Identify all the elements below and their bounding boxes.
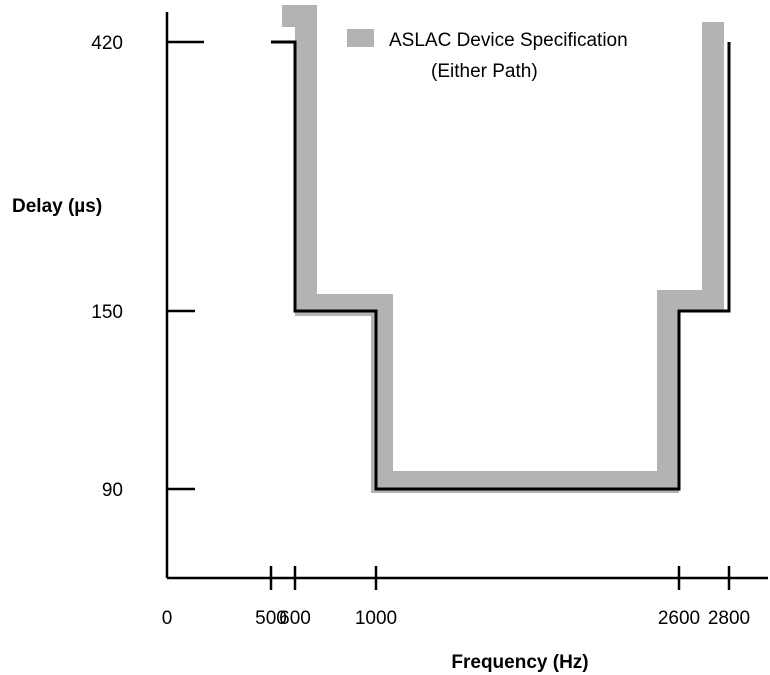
x-tick-label: 1000 <box>355 608 397 629</box>
x-axis-title: Frequency (Hz) <box>451 652 588 673</box>
y-tick-label: 150 <box>91 302 123 323</box>
legend-label-line2: (Either Path) <box>431 61 538 82</box>
y-axis-title: Delay (µs) <box>12 196 102 217</box>
x-tick-label: 2600 <box>658 608 700 629</box>
x-tick-label: 0 <box>162 608 173 629</box>
y-tick-label: 90 <box>102 480 123 501</box>
limit-line-group <box>271 40 731 491</box>
x-tick-label: 500 <box>255 608 287 629</box>
y-tick-label: 420 <box>91 33 123 54</box>
y-ticks-group: 90 150 420 <box>91 33 204 501</box>
x-tick-label: 2800 <box>708 608 750 629</box>
spec-band-path <box>282 5 724 493</box>
spec-band-group <box>282 5 724 493</box>
limit-line-path <box>271 40 731 491</box>
legend-label-line1: ASLAC Device Specification <box>389 30 628 51</box>
legend-swatch <box>347 29 374 47</box>
x-tick-label: 600 <box>279 608 311 629</box>
